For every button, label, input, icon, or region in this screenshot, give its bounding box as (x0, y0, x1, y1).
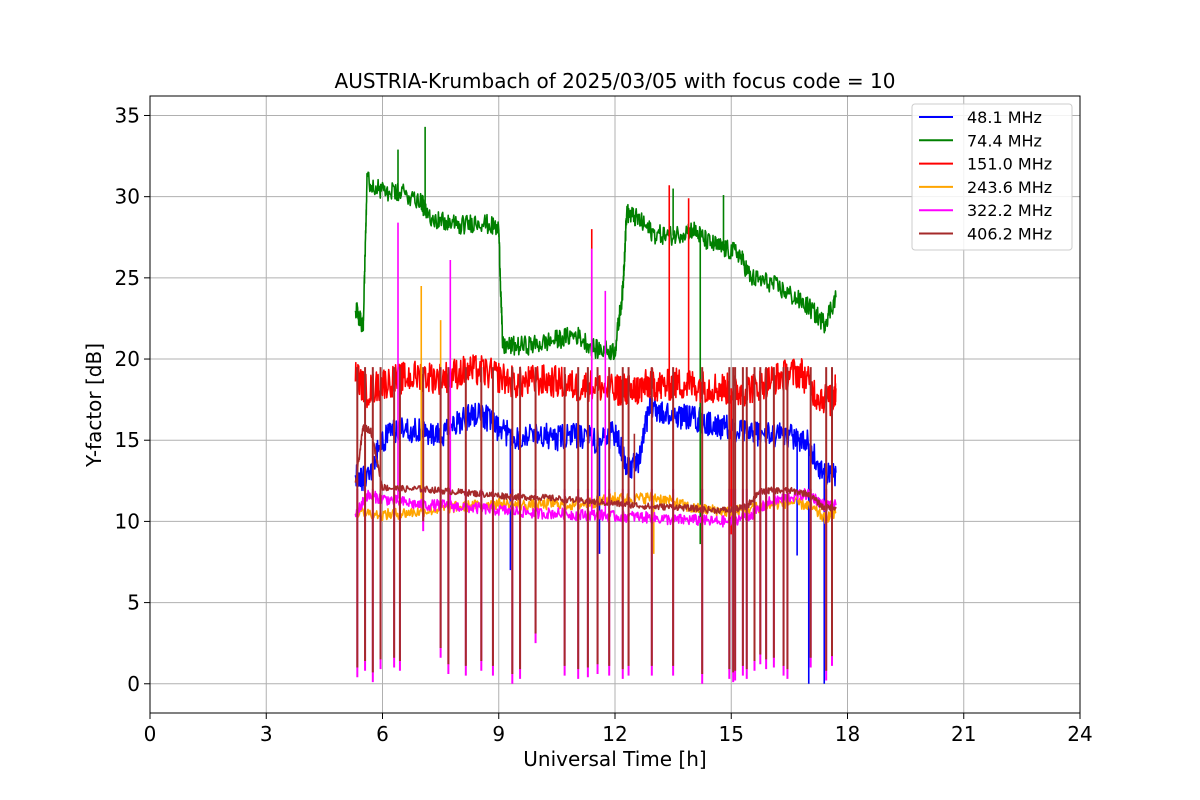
y-tick-label: 5 (127, 591, 140, 615)
series-line (354, 488, 837, 528)
legend-label: 74.4 MHz (967, 131, 1042, 150)
x-tick-label: 15 (719, 722, 744, 746)
x-tick-label: 12 (602, 722, 627, 746)
dropout-spikes (356, 367, 833, 684)
legend-label: 151.0 MHz (967, 155, 1052, 174)
y-tick-label: 20 (115, 347, 140, 371)
legend-label: 48.1 MHz (967, 108, 1042, 127)
legend-label: 243.6 MHz (967, 178, 1052, 197)
y-tick-label: 25 (115, 266, 140, 290)
y-tick-label: 0 (127, 672, 140, 696)
y-tick-label: 30 (115, 185, 140, 209)
x-axis-label: Universal Time [h] (523, 747, 706, 771)
y-tick-label: 15 (115, 428, 140, 452)
x-tick-label: 24 (1067, 722, 1092, 746)
series-line (354, 171, 837, 361)
x-tick-label: 21 (951, 722, 976, 746)
series-line (354, 395, 837, 492)
y-axis-label: Y-factor [dB] (82, 343, 106, 468)
x-tick-label: 0 (144, 722, 157, 746)
legend: 48.1 MHz 74.4 MHz 151.0 MHz 243.6 MHz 32… (911, 103, 1073, 251)
y-tick-label: 10 (115, 509, 140, 533)
chart-title: AUSTRIA-Krumbach of 2025/03/05 with focu… (335, 69, 896, 93)
legend-label: 322.2 MHz (967, 201, 1052, 220)
legend-label: 406.2 MHz (967, 225, 1052, 244)
series-322-2-mhz (354, 222, 837, 528)
axis-ticks: 0 3 6 9 12 15 18 21 24 0 5 10 15 20 25 30 35 (115, 103, 1093, 746)
series-406-2-mhz (354, 424, 837, 514)
series-line (354, 354, 837, 417)
y-tick-label: 35 (115, 103, 140, 127)
x-tick-label: 9 (492, 722, 505, 746)
x-tick-label: 18 (835, 722, 860, 746)
x-tick-label: 3 (260, 722, 273, 746)
x-tick-label: 6 (376, 722, 389, 746)
data-series-layer (354, 126, 837, 684)
series-line (354, 424, 837, 514)
